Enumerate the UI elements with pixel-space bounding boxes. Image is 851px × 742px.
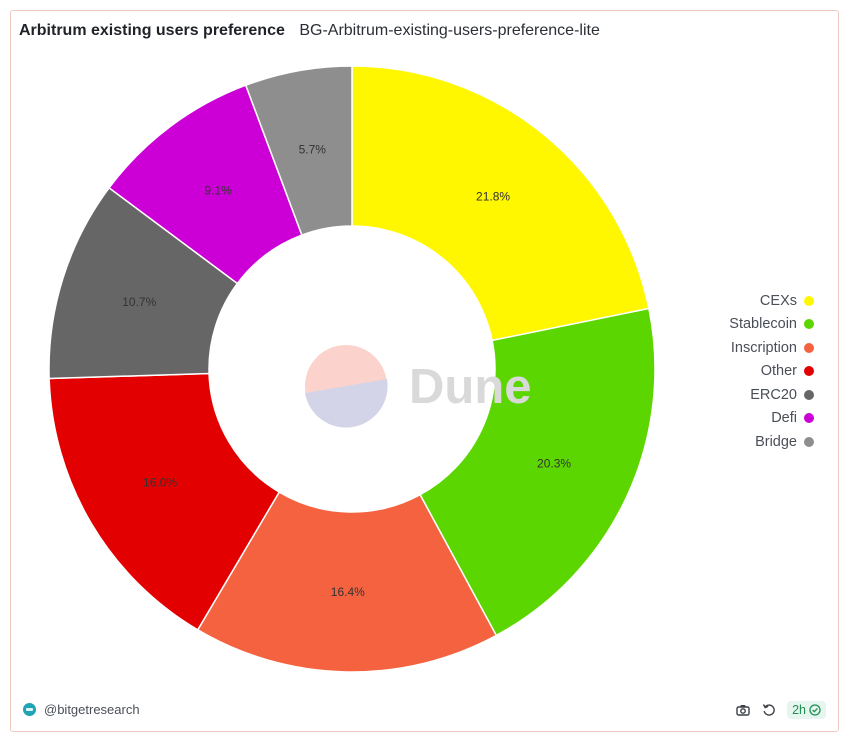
legend-item-bridge[interactable]: Bridge [729,430,814,454]
author-attribution[interactable]: @bitgetresearch [23,702,140,717]
legend-label: Bridge [755,433,797,450]
author-name[interactable]: @bitgetresearch [44,702,140,717]
author-avatar [23,703,36,716]
slice-erc20[interactable] [48,186,239,380]
slice-labels-group: 21.8% 20.3% 16.4% 16.0% 10.7% 9.1% 5.7% [122,143,571,599]
watermark-text: Dune [409,360,532,414]
slice-label-cexs: 21.8% [476,189,510,203]
refresh-age-badge[interactable]: 2h [787,701,826,719]
legend-item-cexs[interactable]: CEXs [729,289,814,313]
slice-inscription[interactable] [196,491,498,673]
watermark-logo-bottom [305,379,388,428]
chart-actions: 2h [735,701,826,719]
legend-item-erc20[interactable]: ERC20 [729,383,814,407]
slice-label-bridge: 5.7% [299,143,327,157]
slice-label-stablecoin: 20.3% [537,456,571,470]
slice-other[interactable] [48,372,281,631]
slice-label-other: 16.0% [143,476,177,490]
legend-swatch [804,366,814,377]
chart-title: Arbitrum existing users preference [19,22,285,39]
donut-chart: Dune 21.8% 20.3% 16.4% 16.0% 10.7% 9.1% 5.7% [48,65,656,673]
refresh-age: 2h [792,703,806,717]
legend-swatch [804,389,814,400]
chart-header: Arbitrum existing users preference BG-Ar… [19,22,600,40]
slice-cexs[interactable] [351,65,650,342]
query-name[interactable]: BG-Arbitrum-existing-users-preference-li… [299,22,600,39]
legend-swatch [804,342,814,353]
camera-icon[interactable] [735,702,751,718]
legend-label: CEXs [759,292,797,309]
refresh-icon[interactable] [761,702,777,718]
dune-watermark: Dune [305,345,532,428]
slice-label-defi: 9.1% [204,184,232,198]
slice-stablecoin[interactable] [419,307,656,637]
legend-label: Defi [771,410,797,427]
legend-swatch [804,319,814,330]
legend-label: Stablecoin [729,316,797,333]
slices-group [48,65,656,673]
legend-item-defi[interactable]: Defi [729,407,814,431]
legend-swatch [804,295,814,306]
chart-card: Arbitrum existing users preference BG-Ar… [10,10,839,732]
legend-label: ERC20 [750,386,797,403]
legend-item-stablecoin[interactable]: Stablecoin [729,313,814,337]
slice-label-erc20: 10.7% [122,295,156,309]
legend-label: Other [760,363,797,380]
legend-swatch [804,436,814,447]
slice-bridge[interactable] [244,65,353,237]
legend-item-inscription[interactable]: Inscription [729,336,814,360]
legend-item-other[interactable]: Other [729,360,814,384]
slice-label-inscription: 16.4% [331,585,365,599]
legend-label: Inscription [730,339,797,356]
check-circle-icon [809,704,821,716]
legend-swatch [804,413,814,424]
legend: CEXs Stablecoin Inscription Other ERC20 Defi B… [729,289,814,454]
